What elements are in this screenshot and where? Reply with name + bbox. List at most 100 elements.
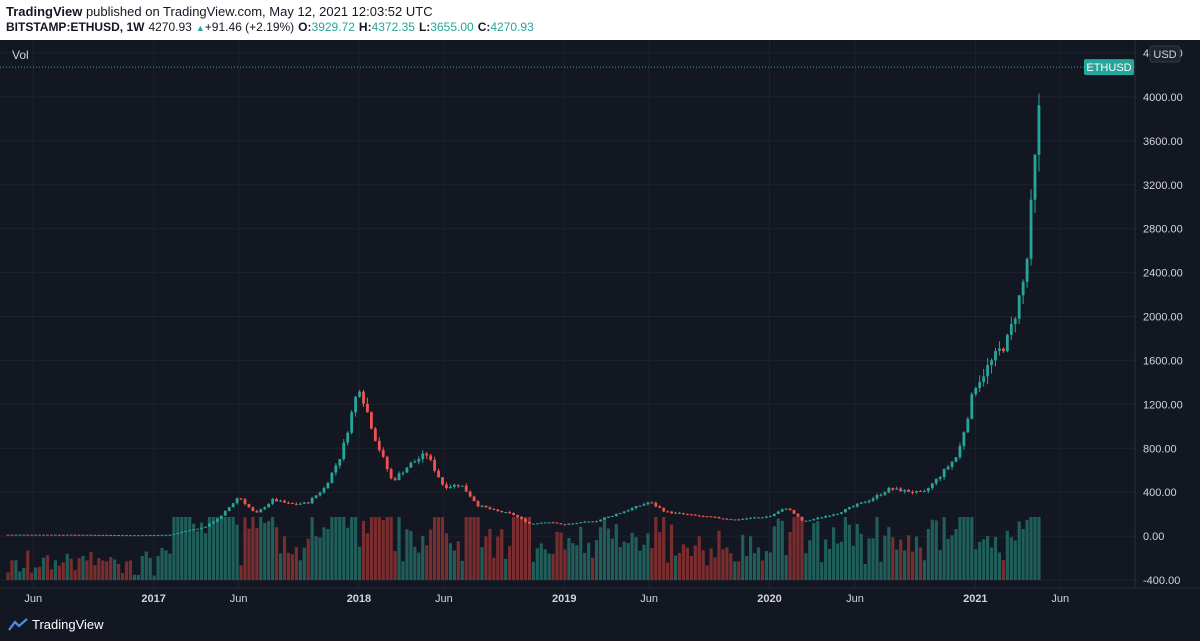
y-tick-label: 2000.00: [1143, 312, 1183, 324]
candle-body: [705, 516, 709, 518]
candle-body: [800, 516, 804, 521]
candle-body: [38, 534, 41, 536]
candle-body: [998, 348, 1001, 351]
volume-bar: [677, 552, 682, 580]
candle-body: [275, 498, 278, 502]
candle-body: [753, 517, 756, 519]
volume-bar: [168, 553, 172, 580]
volume-bar: [508, 546, 512, 580]
candle-body: [6, 534, 10, 536]
candle-body: [464, 485, 468, 492]
currency-badge[interactable]: [1149, 45, 1181, 63]
volume-bar: [409, 530, 413, 580]
volume-bar: [227, 517, 231, 580]
footer-brand: TradingView: [32, 617, 104, 632]
volume-bar: [697, 536, 701, 580]
volume-bar: [156, 555, 160, 580]
candle-body: [362, 391, 365, 404]
volume-bar: [476, 517, 480, 580]
volume-bar: [934, 520, 938, 580]
volume-bar: [69, 558, 73, 580]
volume-bar: [361, 520, 366, 580]
volume-bar: [828, 548, 832, 580]
x-tick-label: Jun: [640, 593, 658, 605]
candle-body: [567, 523, 571, 525]
volume-bar: [338, 517, 342, 580]
volume-bar: [215, 517, 219, 580]
volume-bar: [1005, 530, 1009, 580]
volume-bar: [160, 547, 164, 580]
candle-body: [496, 509, 500, 511]
volume-bar: [152, 575, 156, 580]
candle-body: [1002, 348, 1005, 352]
volume-bar: [401, 561, 405, 580]
candle-body: [926, 488, 930, 492]
candle-body: [701, 516, 705, 518]
volume-bar: [804, 553, 808, 580]
x-tick-label: 2021: [963, 593, 987, 605]
candle-body: [697, 515, 701, 517]
candle-body: [121, 535, 124, 537]
price-chart[interactable]: 4400.004000.003600.003200.002800.002400.…: [0, 40, 1200, 608]
candle-body: [283, 500, 286, 503]
volume-bar: [875, 517, 879, 580]
volume-bar: [385, 517, 389, 580]
candle-body: [816, 517, 820, 520]
volume-bar: [689, 556, 693, 580]
candle-body: [954, 457, 958, 462]
candle-body: [840, 512, 843, 514]
candle-body: [219, 515, 223, 520]
candle-body: [310, 497, 314, 504]
candle-body: [733, 519, 737, 521]
candle-body: [302, 502, 306, 504]
candle-body: [441, 477, 444, 485]
candle-body: [662, 507, 666, 512]
tradingview-logo-icon: [8, 618, 28, 631]
volume-bar: [496, 536, 500, 580]
volume-bar: [484, 536, 488, 580]
candle-body: [1021, 281, 1025, 296]
candle-body: [200, 527, 203, 529]
candle-body: [780, 509, 784, 512]
candle-body: [871, 498, 875, 501]
candle-body: [903, 489, 907, 492]
candle-body: [610, 515, 614, 517]
volume-bar: [666, 562, 670, 580]
volume-bar: [634, 537, 638, 580]
candle-body: [899, 488, 903, 492]
chart-area[interactable]: 4400.004000.003600.003200.002800.002400.…: [0, 40, 1200, 608]
volume-bar: [425, 545, 429, 580]
volume-bar: [405, 529, 409, 580]
volume-bar: [523, 517, 528, 580]
volume-bar: [53, 560, 57, 580]
volume-bar: [982, 539, 986, 580]
volume-bar: [938, 550, 942, 580]
volume-bar: [247, 528, 251, 580]
volume-bar: [6, 572, 10, 580]
candle-body: [488, 507, 492, 510]
volume-bar: [271, 517, 275, 580]
volume-bar: [725, 547, 729, 580]
volume-bar: [587, 542, 591, 580]
volume-bar: [989, 547, 994, 580]
volume-bar: [950, 535, 954, 580]
price-axis: 4400.004000.003600.003200.002800.002400.…: [1143, 48, 1183, 587]
volume-bar: [563, 549, 567, 580]
volume-bar: [867, 538, 871, 580]
candle-body: [776, 511, 780, 514]
volume-bar: [670, 524, 674, 580]
volume-bar: [192, 523, 196, 580]
candle-body: [555, 522, 559, 524]
volume-bar: [760, 560, 765, 580]
volume-bar: [18, 571, 22, 580]
candle-body: [338, 459, 342, 466]
candle-body: [804, 520, 808, 522]
candle-body: [942, 469, 946, 478]
volume-bar: [784, 555, 788, 580]
volume-bar: [231, 517, 235, 580]
volume-bar: [594, 539, 599, 580]
candle-body: [820, 517, 824, 519]
candle-body: [385, 456, 389, 470]
volume-bar: [310, 517, 314, 580]
candle-body: [994, 350, 997, 361]
